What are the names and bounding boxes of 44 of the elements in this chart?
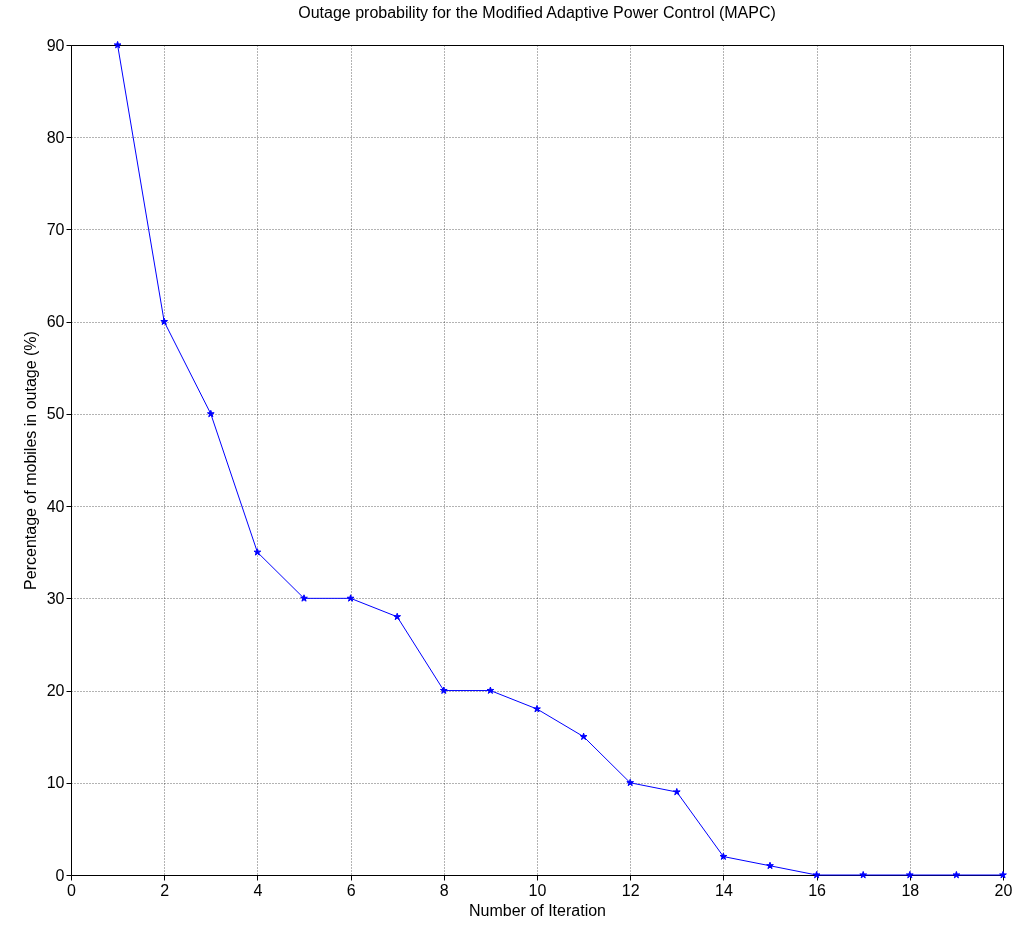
point [626,778,635,787]
y-tick-label: 90 [46,36,65,54]
point [952,870,961,879]
point [672,787,681,796]
point [300,594,308,602]
point [719,852,728,860]
point [859,870,868,879]
y-tick-label: 70 [46,220,65,238]
y-tick-label: 10 [46,774,65,792]
point [812,870,821,879]
y-tick-label: 40 [46,497,65,515]
x-tick-label: 2 [160,881,170,899]
x-tick-label: 0 [67,881,77,899]
x-tick-label: 14 [715,881,733,899]
x-tick-label: 18 [901,881,920,899]
y-tick-label: 80 [46,128,65,146]
x-tick-label: 10 [528,881,547,899]
x-tick-label: 8 [439,881,449,899]
point [905,870,914,879]
x-tick-label: 6 [346,881,356,899]
y-tick-label: 50 [46,405,65,423]
point [160,317,169,326]
point [346,594,355,602]
point [579,732,588,741]
x-tick-label: 20 [994,881,1013,899]
point [439,686,448,694]
chart-title: Outage probability for the Modified Adaptive Power Control (MAPC) [298,4,776,21]
point [393,612,402,621]
y-tick-label: 60 [46,313,65,331]
point [999,870,1007,879]
point [113,40,122,49]
x-tick-label: 16 [808,881,827,899]
y-tick-label: 20 [46,682,65,700]
point [486,686,495,694]
point [533,704,541,713]
y-tick-label: 0 [55,866,65,884]
point [766,861,774,870]
y-tick-label: 30 [46,589,65,607]
x-tick-label: 12 [621,881,640,899]
point [253,548,262,556]
x-tick-label: 4 [253,881,263,899]
x-axis-title: Number of Iteration [469,901,606,919]
y-axis-title: Percentage of mobiles in outage (%) [21,331,39,590]
point [206,409,215,418]
